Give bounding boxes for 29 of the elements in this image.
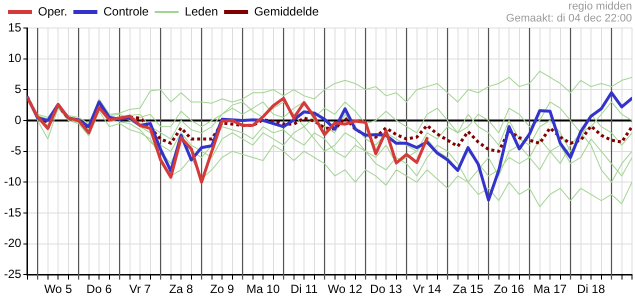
x-tick-label: Wo 5 [44,282,72,296]
y-tick-label: 10 [8,51,22,66]
x-tick-label: Ma 17 [533,282,568,296]
y-tick-label: -25 [4,266,22,281]
x-tick-label: Ma 10 [246,282,280,296]
legend-label: Oper. [38,4,68,18]
legend-label: Gemiddelde [254,4,320,18]
y-tick-label: -20 [4,236,22,250]
y-tick-label: -10 [4,174,22,188]
x-tick-label: Za 15 [452,282,484,296]
legend-label: Controle [103,4,150,18]
x-tick-label: Di 18 [577,282,606,296]
legend-label: Leden [184,4,218,18]
x-tick-label: Wo 12 [328,282,363,296]
x-tick-label: Vr 14 [412,282,442,296]
x-tick-label: Vr 7 [129,282,152,296]
y-tick-label: -5 [10,144,22,158]
x-tick-label: Zo 9 [210,282,234,296]
y-tick-label: 15 [8,20,22,34]
y-tick-label: 0 [14,112,22,127]
text: regio midden [568,0,632,13]
x-tick-label: Zo 16 [494,282,525,296]
x-tick-label: Di 11 [290,282,318,296]
x-tick-label: Do 6 [86,282,112,296]
y-tick-label: -15 [4,205,22,220]
x-tick-label: Do 13 [370,282,402,296]
y-tick-label: 5 [14,82,22,96]
x-tick-label: Za 8 [169,282,194,296]
text: Gemaakt: di 04 dec 22:00 [506,12,632,25]
